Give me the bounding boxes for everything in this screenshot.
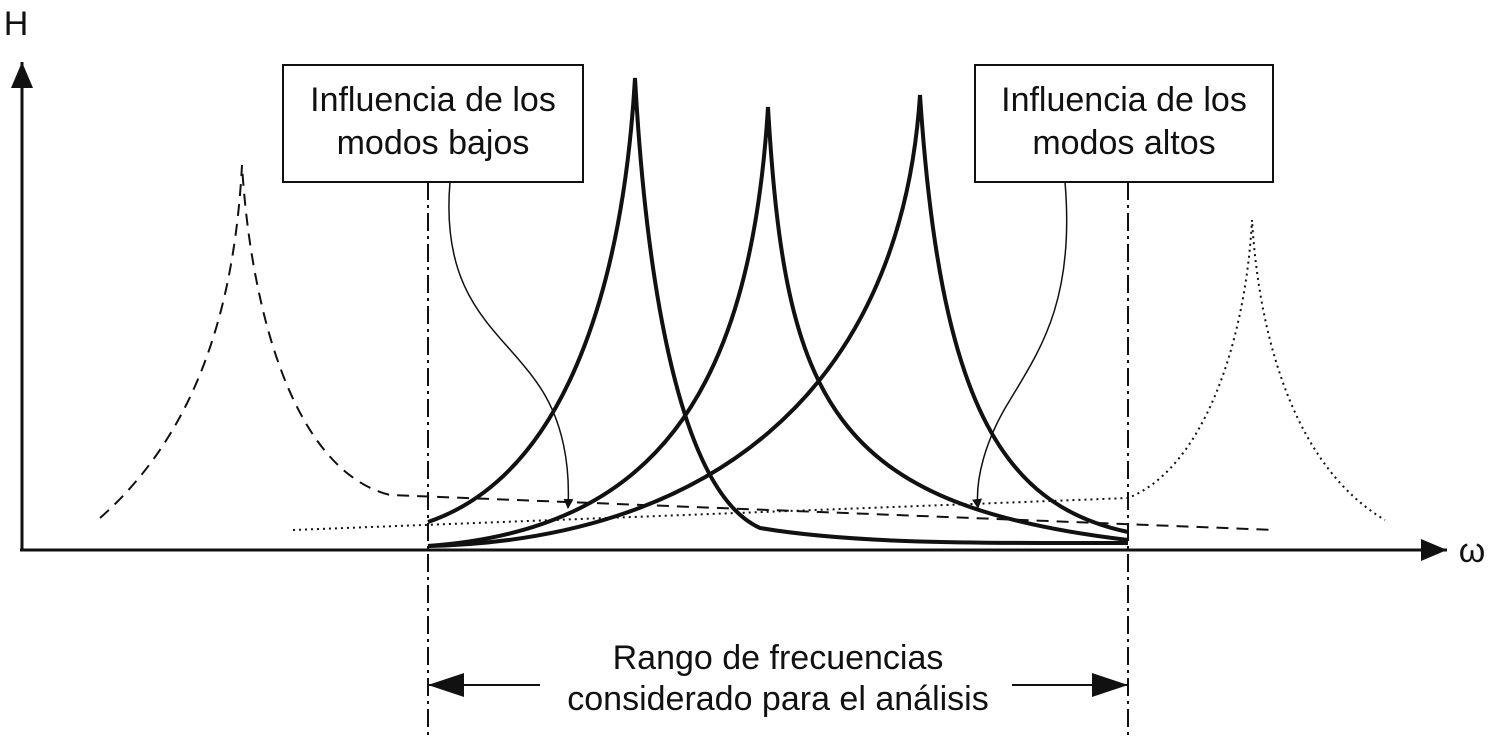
range-text: Rango de frecuencias [613, 639, 944, 677]
label-text: modos bajos [337, 124, 530, 162]
mode-curve [427, 94, 1129, 548]
range-text: considerado para el análisis [567, 680, 988, 718]
mode-curve [427, 77, 1129, 546]
y-axis-label: H [4, 5, 29, 43]
low-mode-curve [99, 164, 1276, 531]
leader-arrow [972, 181, 1068, 509]
label-text: Influencia de los [1001, 81, 1247, 119]
label-box [974, 64, 1274, 183]
x-axis-label: ω [1459, 532, 1486, 570]
mode-curve [427, 106, 1129, 548]
label-text: Influencia de los [310, 81, 556, 119]
label-box [282, 64, 584, 183]
high-mode-curve [292, 219, 1386, 531]
leader-arrow [448, 181, 574, 509]
label-text: modos altos [1032, 124, 1215, 162]
